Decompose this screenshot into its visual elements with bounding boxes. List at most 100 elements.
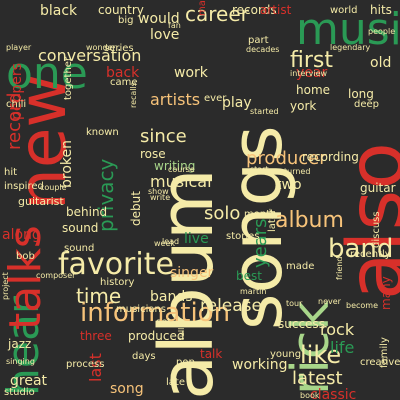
word-country: country: [98, 3, 144, 17]
word-records: records: [232, 3, 277, 17]
word-decades: decades: [246, 45, 280, 54]
word-couple: couple: [40, 183, 67, 192]
word-time: time: [76, 284, 122, 308]
word-martin: martin: [240, 287, 267, 296]
word-release: release: [200, 296, 262, 316]
word-known: known: [86, 127, 119, 138]
word-interview: interview: [290, 69, 328, 78]
word-old: old: [370, 55, 392, 71]
word-stories: stories: [226, 231, 260, 242]
word-latest: latest: [292, 368, 343, 389]
word-made: made: [286, 261, 315, 272]
word-friend: friend: [335, 256, 344, 280]
word-work: work: [174, 65, 208, 81]
word-wonder: wonder: [86, 43, 116, 52]
word-week: week: [154, 239, 176, 248]
word-recording: recording: [302, 150, 359, 164]
word-singer: singer: [170, 265, 214, 281]
word-since: since: [140, 126, 187, 147]
word-legendary: legendary: [330, 43, 371, 52]
word-young: young: [270, 349, 302, 360]
word-musicians: musicians: [116, 304, 167, 315]
word-become: become: [346, 301, 379, 310]
word-together: together: [63, 56, 74, 100]
word-started: started: [250, 107, 279, 116]
word-debut: debut: [129, 191, 143, 226]
word-working: working: [232, 357, 288, 373]
word-recalls: recalls: [129, 82, 138, 108]
word-solo: solo: [204, 203, 241, 224]
word-success: success: [278, 317, 325, 331]
word-artist: artist: [260, 3, 292, 17]
word-creative: creative: [360, 357, 400, 368]
word-like: like: [300, 341, 342, 369]
word-writing: writing: [154, 159, 196, 173]
word-live: live: [184, 231, 209, 247]
word-later: later: [267, 208, 278, 232]
word-sound-2: sound: [64, 243, 95, 254]
word-play: play: [222, 95, 252, 111]
word-making: making: [197, 0, 208, 16]
word-month: month: [244, 209, 277, 220]
word-late: late: [166, 377, 185, 388]
word-broken: broken: [59, 140, 75, 188]
word-one: one: [6, 48, 88, 99]
word-behind: behind: [66, 205, 108, 219]
word-talk: talk: [200, 347, 223, 361]
word-rose: rose: [140, 147, 166, 161]
word-hits: hits: [370, 3, 392, 17]
word-back: back: [106, 65, 140, 81]
word-part: part: [248, 35, 269, 46]
word-music: music: [296, 4, 400, 55]
word-set: set: [156, 317, 172, 328]
word-composer: composer: [36, 271, 76, 280]
word-pop: pop: [176, 357, 195, 368]
word-peppers: peppers: [9, 63, 25, 120]
word-player: player: [6, 43, 32, 52]
word-show: show: [148, 187, 169, 196]
word-guitarist: guitarist: [18, 195, 64, 208]
word-jazz: jazz: [8, 337, 32, 351]
word-history: history: [100, 277, 135, 288]
word-came: came: [110, 77, 138, 88]
word-singing: singing: [6, 357, 35, 366]
word-tour: tour: [286, 299, 303, 308]
word-along: along: [2, 227, 41, 243]
word-lead: lead: [162, 237, 180, 246]
word-rock: rock: [320, 320, 355, 339]
word-guitar: guitar: [360, 181, 396, 195]
word-year: year: [296, 65, 328, 81]
word-privacy: privacy: [94, 158, 118, 232]
word-never: never: [318, 297, 341, 306]
word-big: big: [118, 15, 134, 26]
word-three: three: [80, 329, 112, 343]
word-world: world: [330, 5, 358, 16]
word-family: family: [379, 337, 390, 368]
word-fan: fan: [168, 21, 181, 30]
word-turned: turned: [284, 167, 311, 176]
word-project: project: [1, 272, 10, 300]
word-write: write: [150, 193, 171, 202]
word-days: days: [132, 351, 156, 362]
word-album-medium: album: [275, 208, 344, 233]
word-inspired: inspired: [4, 181, 44, 192]
word-studio: studio: [4, 387, 35, 398]
word-black: black: [40, 3, 78, 19]
word-hit: hit: [4, 167, 18, 178]
word-york: york: [290, 99, 317, 113]
word-many: many: [379, 276, 393, 310]
word-best: best: [236, 269, 262, 283]
word-information: information: [80, 298, 231, 328]
word-would: would: [138, 11, 180, 27]
word-process: process: [66, 359, 105, 370]
word-artists: artists: [150, 90, 201, 109]
word-first: first: [290, 48, 333, 73]
word-recently: recently: [350, 249, 391, 260]
word-long: long: [348, 87, 374, 101]
word-start: start: [250, 165, 269, 174]
word-great: great: [10, 373, 48, 389]
word-sound: sound: [62, 221, 99, 235]
word-discuss: discuss: [371, 211, 382, 248]
word-bob: bob: [16, 251, 35, 262]
